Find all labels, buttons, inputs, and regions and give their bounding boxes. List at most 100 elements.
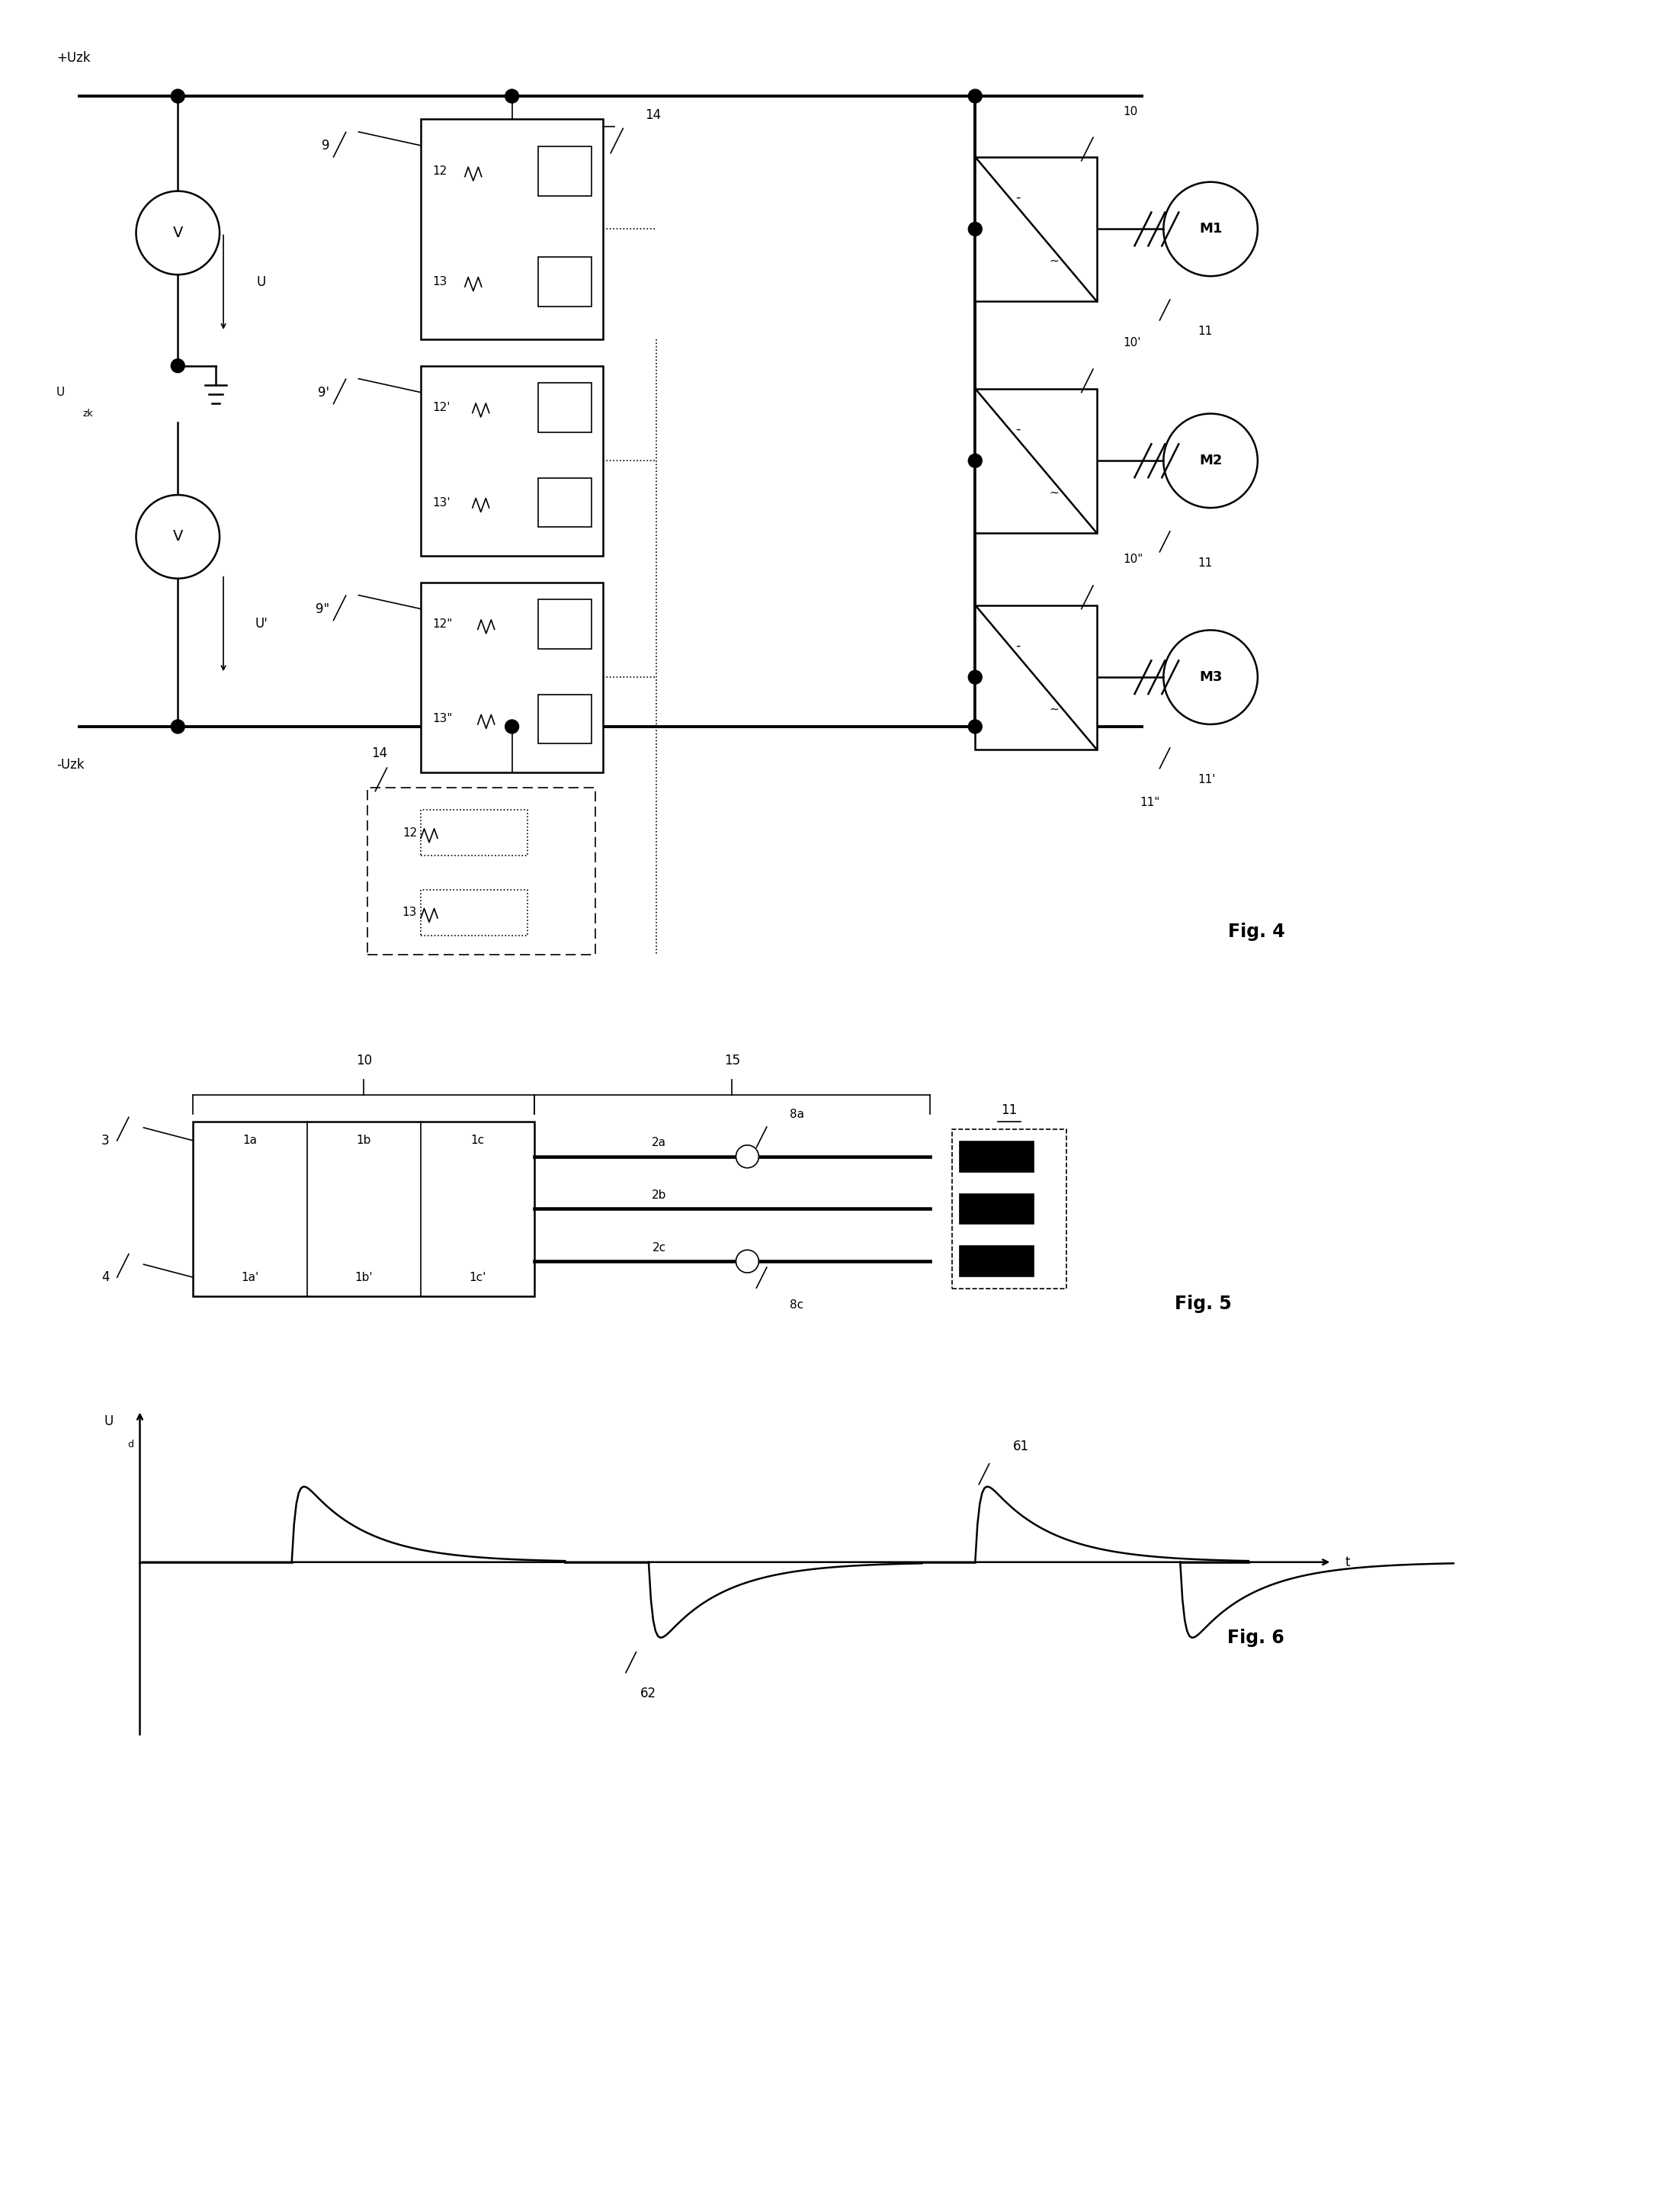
Text: d: d	[128, 1440, 135, 1449]
Text: 11: 11	[1002, 1104, 1018, 1117]
Circle shape	[171, 719, 184, 734]
Text: U': U'	[254, 617, 267, 630]
Text: U: U	[257, 274, 266, 290]
Text: -: -	[1015, 639, 1020, 653]
Bar	[367, 787, 596, 953]
Bar	[538, 257, 591, 305]
Text: 10': 10'	[1123, 336, 1141, 349]
Text: ~: ~	[1050, 254, 1060, 265]
Bar	[538, 146, 591, 197]
Bar	[538, 695, 591, 743]
Text: t: t	[1345, 1555, 1350, 1568]
Text: 10": 10"	[1123, 553, 1143, 566]
Bar	[420, 889, 527, 936]
Bar	[538, 478, 591, 526]
Text: 10: 10	[355, 1053, 372, 1068]
Text: M2: M2	[1199, 453, 1222, 467]
Circle shape	[736, 1146, 759, 1168]
Bar	[420, 119, 603, 338]
Text: 8c: 8c	[789, 1301, 804, 1312]
Circle shape	[970, 223, 980, 234]
Text: 1c': 1c'	[470, 1272, 487, 1283]
Bar	[193, 1121, 535, 1296]
Text: 10: 10	[1123, 106, 1138, 117]
Text: 9': 9'	[319, 385, 329, 398]
Text: 11': 11'	[1198, 774, 1216, 785]
Text: U: U	[56, 387, 65, 398]
Circle shape	[970, 456, 980, 467]
Circle shape	[968, 670, 982, 684]
Text: M3: M3	[1199, 670, 1222, 684]
Text: U: U	[105, 1416, 113, 1429]
Bar	[538, 383, 591, 431]
Text: -Uzk: -Uzk	[56, 759, 85, 772]
Circle shape	[505, 88, 518, 104]
Bar	[420, 365, 603, 555]
Bar	[975, 606, 1096, 750]
Circle shape	[968, 453, 982, 467]
Text: 11: 11	[1198, 557, 1213, 568]
Text: 14: 14	[644, 108, 661, 122]
Bar	[420, 810, 527, 856]
Text: M1: M1	[1199, 221, 1222, 237]
Text: -: -	[1015, 422, 1020, 436]
Circle shape	[171, 88, 184, 104]
Text: Fig. 6: Fig. 6	[1227, 1628, 1284, 1648]
Bar	[960, 1194, 1035, 1223]
Text: 12: 12	[432, 166, 447, 177]
Text: 8a: 8a	[789, 1108, 804, 1121]
Text: 61: 61	[1013, 1440, 1028, 1453]
Text: 13: 13	[432, 276, 447, 288]
Bar	[975, 157, 1096, 301]
Bar	[420, 582, 603, 772]
Text: +Uzk: +Uzk	[56, 51, 90, 64]
Text: V: V	[173, 226, 183, 241]
Circle shape	[1163, 414, 1257, 509]
Circle shape	[1163, 630, 1257, 723]
Text: 1b': 1b'	[355, 1272, 372, 1283]
Text: Fig. 4: Fig. 4	[1227, 922, 1284, 940]
Text: 15: 15	[724, 1053, 741, 1068]
Text: 4: 4	[101, 1270, 110, 1285]
Circle shape	[136, 495, 219, 580]
Circle shape	[505, 719, 518, 734]
Text: 11: 11	[1198, 325, 1213, 336]
Text: 13: 13	[402, 907, 417, 918]
Circle shape	[171, 358, 184, 372]
Text: 12': 12'	[432, 403, 450, 414]
Text: 2b: 2b	[651, 1190, 666, 1201]
Text: zk: zk	[83, 409, 93, 418]
Text: 1a: 1a	[243, 1135, 257, 1146]
Bar	[952, 1128, 1066, 1290]
Text: 11": 11"	[1139, 796, 1159, 807]
Bar	[538, 599, 591, 648]
Text: 2c: 2c	[653, 1241, 666, 1254]
Text: 1a': 1a'	[241, 1272, 259, 1283]
Circle shape	[968, 88, 982, 104]
Circle shape	[136, 190, 219, 274]
Text: ~: ~	[1050, 703, 1060, 714]
Circle shape	[736, 1250, 759, 1272]
Text: 1b: 1b	[357, 1135, 372, 1146]
Text: 2a: 2a	[653, 1137, 666, 1148]
Circle shape	[968, 221, 982, 237]
Text: 3: 3	[101, 1135, 110, 1148]
Text: V: V	[173, 529, 183, 544]
Text: 13": 13"	[432, 712, 452, 726]
Text: -: -	[1015, 190, 1020, 204]
Text: 12": 12"	[432, 619, 452, 630]
Text: 13': 13'	[432, 498, 450, 509]
Text: ~: ~	[1050, 487, 1060, 498]
Bar	[960, 1141, 1035, 1172]
Circle shape	[970, 672, 980, 684]
Bar	[960, 1245, 1035, 1276]
Text: 9: 9	[322, 139, 329, 153]
Text: 1c: 1c	[470, 1135, 485, 1146]
Text: 14: 14	[372, 745, 387, 761]
Bar	[975, 389, 1096, 533]
Text: Fig. 5: Fig. 5	[1174, 1294, 1231, 1314]
Text: 62: 62	[641, 1686, 656, 1701]
Text: 12: 12	[402, 827, 417, 838]
Text: 9": 9"	[316, 602, 329, 615]
Circle shape	[968, 719, 982, 734]
